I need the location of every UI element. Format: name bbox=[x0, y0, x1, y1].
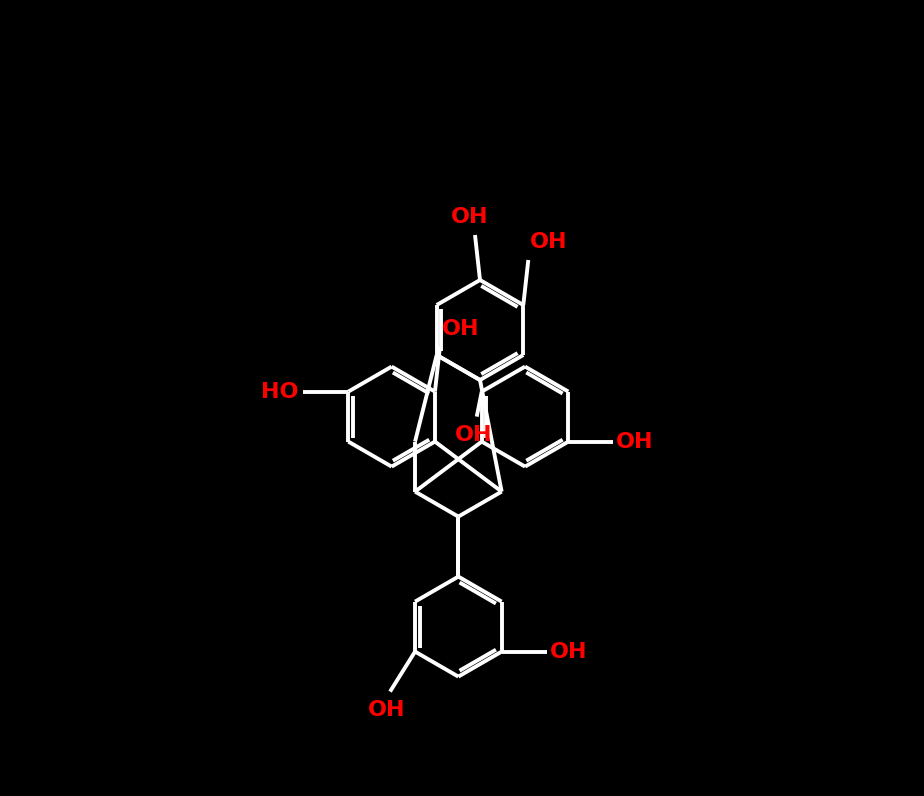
Text: OH: OH bbox=[451, 207, 489, 227]
Text: HO: HO bbox=[261, 381, 298, 402]
Text: OH: OH bbox=[369, 700, 406, 720]
Text: OH: OH bbox=[616, 431, 654, 451]
Text: OH: OH bbox=[530, 232, 568, 252]
Text: OH: OH bbox=[442, 318, 480, 338]
Text: OH: OH bbox=[455, 424, 492, 445]
Text: OH: OH bbox=[550, 642, 587, 661]
